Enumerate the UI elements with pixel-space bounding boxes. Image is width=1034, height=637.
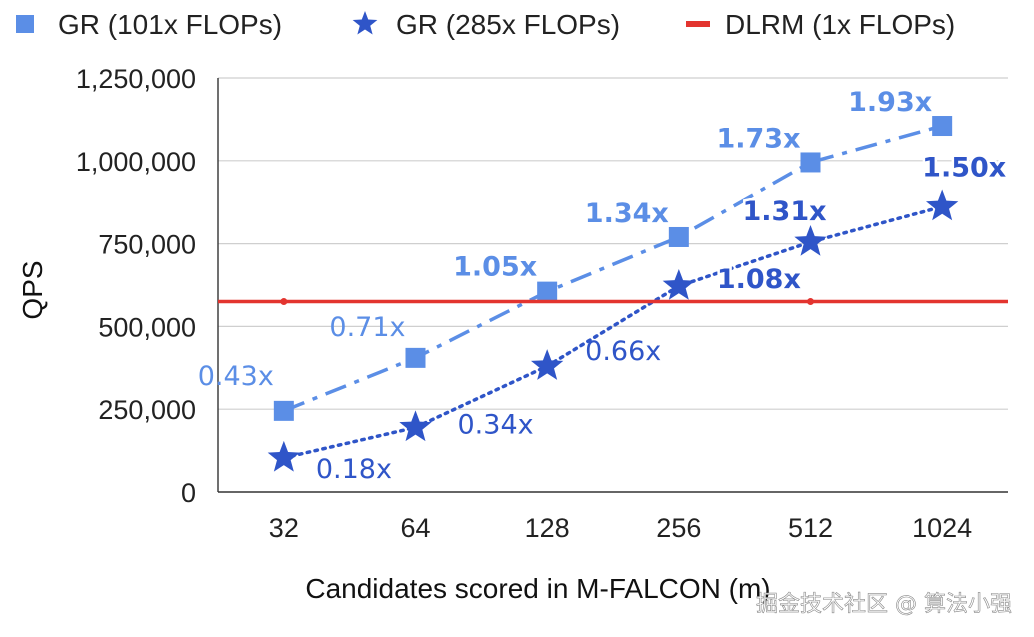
gr285-star-marker xyxy=(531,349,564,380)
gr101-square-marker xyxy=(800,152,821,173)
dlrm-point xyxy=(280,298,288,306)
y-tick-label: 1,250,000 xyxy=(76,64,196,94)
x-tick-label: 1024 xyxy=(912,513,972,543)
gr101-square-marker xyxy=(273,400,294,421)
y-tick-label: 750,000 xyxy=(98,230,196,260)
x-axis-title: Candidates scored in M-FALCON (m) xyxy=(305,573,770,604)
y-tick-label: 500,000 xyxy=(98,312,196,342)
y-tick-label: 250,000 xyxy=(98,395,196,425)
y-tick-labels: 0 250,000 500,000 750,000 1,000,000 1,250,000 xyxy=(76,64,196,508)
gr101-square-marker xyxy=(932,116,953,137)
dlrm-point xyxy=(807,298,814,306)
watermark-text: 掘金技术社区 @ 算法小强 xyxy=(756,592,1012,617)
gr101-square-marker xyxy=(405,347,426,368)
series-group xyxy=(218,116,1008,472)
gr285-star-marker xyxy=(267,440,300,472)
gr285-star-marker xyxy=(794,224,827,256)
gr285-data-label: 0.66x xyxy=(585,336,661,367)
gr101-data-label: 1.05x xyxy=(453,252,537,283)
x-tick-labels: 32 64 128 256 512 1024 xyxy=(269,513,972,543)
gr285-data-label: 1.50x xyxy=(922,153,1006,184)
data-label-group: 0.43x 0.71x 1.05x 1.34x 1.73x 1.93x 0.18x 0.34x… xyxy=(198,85,1009,485)
gr101-line xyxy=(283,124,943,413)
gr101-square-marker xyxy=(537,281,558,302)
gr101-square-marker xyxy=(668,226,689,247)
gr285-star-marker xyxy=(399,410,432,442)
x-tick-label: 64 xyxy=(400,513,430,543)
x-tick-label: 128 xyxy=(525,513,570,543)
x-tick-label: 256 xyxy=(656,513,701,543)
legend: GR (101x FLOPs) GR (285x FLOPs) DLRM (1x F… xyxy=(16,9,955,40)
gr101-data-label: 0.43x xyxy=(198,361,274,392)
gr285-line xyxy=(282,204,944,460)
gr101-data-label: 0.71x xyxy=(329,312,405,343)
gr285-data-label: 0.34x xyxy=(458,409,534,440)
legend-label: DLRM (1x FLOPs) xyxy=(725,9,955,40)
y-tick-label: 1,000,000 xyxy=(76,147,196,177)
gr285-star-marker xyxy=(662,268,695,300)
gr285-data-label: 1.08x xyxy=(717,264,801,295)
y-tick-label: 0 xyxy=(181,478,196,508)
x-tick-label: 512 xyxy=(788,513,833,543)
gr285-data-label: 1.31x xyxy=(743,196,827,227)
legend-square-icon xyxy=(16,15,34,33)
legend-label: GR (285x FLOPs) xyxy=(396,9,620,40)
legend-line-icon xyxy=(686,21,710,27)
gr101-data-label: 1.34x xyxy=(585,198,669,229)
gr101-data-label: 1.93x xyxy=(848,87,932,118)
x-tick-label: 32 xyxy=(269,513,299,543)
grid-lines xyxy=(217,77,1008,493)
gr285-star-marker xyxy=(926,189,959,221)
gr285-data-label: 0.18x xyxy=(316,454,392,485)
y-axis-title: QPS xyxy=(17,260,48,319)
gr101-data-label: 1.73x xyxy=(716,123,800,154)
legend-star-icon xyxy=(352,11,378,35)
legend-label: GR (101x FLOPs) xyxy=(58,9,282,40)
